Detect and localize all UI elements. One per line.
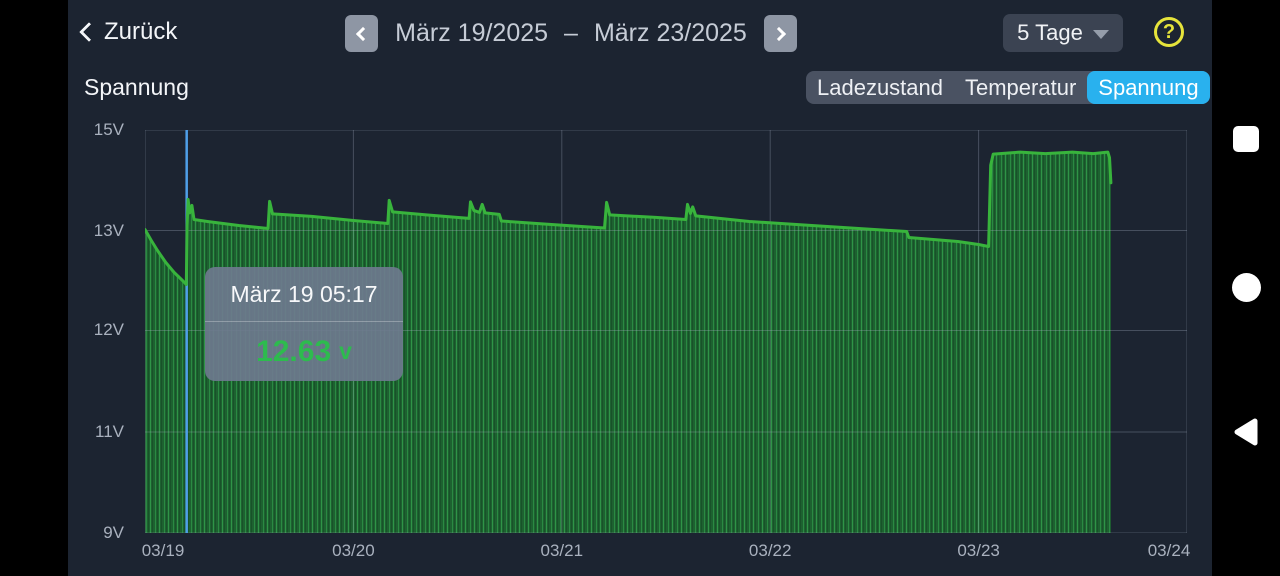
metric-tab-bar: Ladezustand Temperatur Spannung <box>806 71 1210 104</box>
x-tick-label: 03/22 <box>748 541 792 560</box>
date-range-end: März 23/2025 <box>593 19 747 47</box>
left-bezel <box>0 0 68 576</box>
home-circle-icon[interactable] <box>1232 273 1261 302</box>
tab-temperatur[interactable]: Temperatur <box>965 74 1077 100</box>
next-range-button[interactable] <box>764 15 797 52</box>
tab-ladezustand[interactable]: Ladezustand <box>817 74 943 100</box>
date-range-text: März 19/2025 – März 23/2025 <box>378 19 764 48</box>
prev-range-button[interactable] <box>345 15 378 52</box>
tooltip-voltage-value: 12.63 <box>256 334 332 368</box>
app-window: Zurück März 19/2025 – März 23/2025 5 Tag… <box>68 0 1212 576</box>
voltage-chart[interactable]: 15V 13V 12V 11V 9V 03/19 03/20 03/21 03/22 03/23… <box>68 0 1212 576</box>
voltage-line <box>145 150 1113 286</box>
x-tick-label: 03/23 <box>957 541 1000 560</box>
y-tick-label: 9V <box>103 523 124 542</box>
range-select-value: 5 Tage <box>1017 20 1083 45</box>
y-tick-label: 11V <box>95 422 124 441</box>
tooltip-timestamp: März 19 05:17 <box>205 267 403 322</box>
android-nav-bar <box>1212 0 1280 576</box>
y-tick-label: 12V <box>93 320 124 340</box>
question-mark-icon: ? <box>1162 20 1176 43</box>
chart-tooltip: März 19 05:17 12.63 v <box>205 267 403 381</box>
help-button[interactable]: ? <box>1154 17 1184 47</box>
back-label: Zurück <box>104 18 178 45</box>
y-tick-label: 13V <box>93 220 124 240</box>
x-tick-label: 03/20 <box>332 541 375 560</box>
x-tick-label: 03/24 <box>1147 541 1191 560</box>
chevron-down-icon <box>1092 29 1109 39</box>
range-select-dropdown[interactable]: 5 Tage <box>1003 14 1123 52</box>
tooltip-value-row: 12.63 v <box>205 322 403 381</box>
x-axis-labels: 03/19 03/20 03/21 03/22 03/23 03/24 <box>68 537 1212 563</box>
y-axis-labels: 15V 13V 12V 11V 9V <box>68 120 132 542</box>
y-tick-label: 15V <box>93 120 124 139</box>
date-range-start: März 19/2025 <box>395 19 549 47</box>
tab-spannung[interactable]: Spannung <box>1087 71 1210 104</box>
page-title: Spannung <box>84 74 189 100</box>
tooltip-voltage-unit: v <box>339 338 352 364</box>
date-range-separator: – <box>564 19 578 47</box>
back-button[interactable]: Zurück <box>79 18 178 46</box>
header: Zurück März 19/2025 – März 23/2025 5 Tag… <box>68 0 1212 66</box>
voltage-area-fill <box>145 152 1111 533</box>
x-tick-label: 03/19 <box>141 541 185 560</box>
chart-plot-area[interactable] <box>145 130 1187 533</box>
recents-square-icon[interactable] <box>1233 126 1259 152</box>
back-triangle-icon[interactable] <box>1231 417 1261 447</box>
date-range-navigator: März 19/2025 – März 23/2025 <box>345 15 797 52</box>
x-tick-label: 03/21 <box>540 541 584 560</box>
